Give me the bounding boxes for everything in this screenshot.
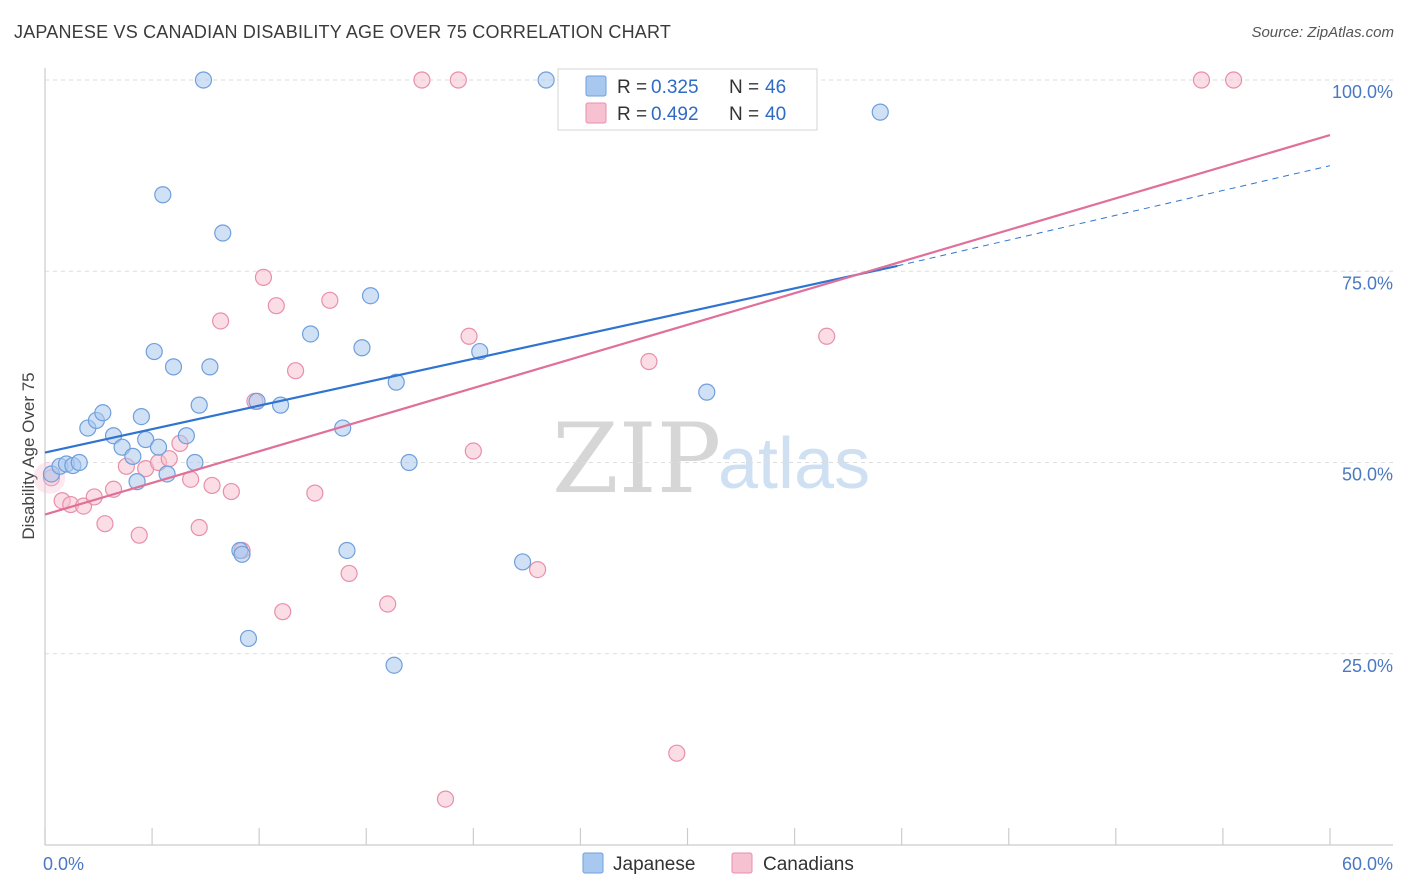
y-tick-label: 75.0% xyxy=(1342,273,1393,293)
x-tick-label-min: 0.0% xyxy=(43,854,84,874)
data-point-japanese xyxy=(387,373,405,391)
y-axis-label: Disability Age Over 75 xyxy=(19,372,38,539)
legend-n-value-japanese: 46 xyxy=(765,77,786,98)
data-point-japanese xyxy=(124,447,142,465)
data-point-canadians xyxy=(413,71,431,89)
data-point-japanese xyxy=(154,186,172,204)
stats-legend: R = 0.325 N = 46 R = 0.492 N = 40 xyxy=(557,68,818,131)
trend-line-japanese-extension xyxy=(897,165,1331,267)
trend-line-japanese xyxy=(44,264,898,454)
y-tick-label: 100.0% xyxy=(1332,82,1393,102)
data-point-japanese xyxy=(239,629,258,648)
data-point-japanese xyxy=(513,553,532,571)
data-point-japanese xyxy=(353,339,371,357)
legend-n-value-canadians: 40 xyxy=(765,104,786,125)
data-point-japanese xyxy=(201,358,219,376)
bottom-legend-label-japanese: Japanese xyxy=(613,854,695,875)
legend-n-label-japanese: N = xyxy=(729,77,759,98)
source-credit: Source: ZipAtlas.com xyxy=(1251,24,1394,41)
data-point-canadians xyxy=(130,526,148,544)
data-point-japanese xyxy=(338,541,356,560)
data-point-japanese xyxy=(233,545,251,563)
data-point-canadians xyxy=(267,297,285,315)
x-tick-label-max: 60.0% xyxy=(1342,854,1393,874)
data-point-japanese xyxy=(132,408,150,426)
legend-r-value-canadians: 0.492 xyxy=(651,104,699,125)
y-tick-label: 50.0% xyxy=(1342,465,1393,485)
data-point-japanese xyxy=(361,287,380,305)
data-point-canadians xyxy=(640,352,658,371)
bottom-legend-swatch-canadians xyxy=(731,852,753,874)
data-point-canadians xyxy=(1225,71,1243,89)
data-point-japanese xyxy=(190,396,208,414)
data-point-japanese xyxy=(149,438,168,456)
legend-r-value-japanese: 0.325 xyxy=(651,77,699,98)
data-point-japanese xyxy=(214,224,232,242)
data-point-canadians xyxy=(274,603,292,621)
data-point-japanese xyxy=(301,325,320,343)
data-point-canadians xyxy=(190,518,208,537)
bottom-legend-label-canadians: Canadians xyxy=(763,854,854,875)
data-point-canadians xyxy=(222,482,240,501)
data-point-canadians xyxy=(464,442,482,460)
data-point-japanese xyxy=(94,404,112,422)
watermark-zip: ZIP xyxy=(552,403,721,515)
data-point-japanese xyxy=(400,453,418,472)
data-point-canadians xyxy=(321,291,339,309)
data-point-canadians xyxy=(668,744,686,762)
data-point-canadians xyxy=(528,560,547,579)
data-point-canadians xyxy=(286,362,305,380)
trend-line-canadians xyxy=(44,134,1331,516)
legend-r-label-canadians: R = xyxy=(617,104,647,125)
data-point-japanese xyxy=(70,453,88,472)
data-point-canadians xyxy=(460,327,478,345)
data-point-canadians xyxy=(254,268,273,286)
data-point-japanese xyxy=(194,71,213,89)
x-axis-ticks xyxy=(44,828,1331,845)
data-point-japanese xyxy=(145,342,163,361)
chart-title: JAPANESE VS CANADIAN DISABILITY AGE OVER… xyxy=(14,22,672,42)
bottom-legend-swatch-japanese xyxy=(582,852,604,874)
data-point-japanese xyxy=(698,383,716,401)
data-point-japanese xyxy=(537,71,555,89)
data-point-canadians xyxy=(379,595,397,613)
data-point-canadians xyxy=(212,312,230,330)
legend-swatch-canadians xyxy=(585,102,607,124)
data-point-japanese xyxy=(177,427,195,445)
data-point-japanese xyxy=(385,656,403,674)
data-point-canadians xyxy=(818,327,836,345)
legend-swatch-japanese xyxy=(585,75,607,97)
data-point-canadians xyxy=(1192,71,1211,89)
y-tick-labels: 25.0% 50.0% 75.0% 100.0% xyxy=(1332,82,1393,676)
data-point-japanese xyxy=(871,103,889,121)
data-point-canadians xyxy=(203,476,221,495)
legend-r-label-japanese: R = xyxy=(617,77,647,98)
data-point-canadians xyxy=(96,515,114,533)
watermark-atlas: atlas xyxy=(718,424,870,504)
data-point-canadians xyxy=(306,484,324,502)
data-point-canadians xyxy=(436,790,455,808)
data-point-japanese xyxy=(164,358,183,376)
data-point-canadians xyxy=(340,564,358,583)
y-tick-label: 25.0% xyxy=(1342,656,1393,676)
series-japanese xyxy=(42,71,889,674)
legend-n-label-canadians: N = xyxy=(729,104,759,125)
series-legend: Japanese Canadians xyxy=(582,852,854,875)
data-point-canadians xyxy=(449,71,467,89)
grid-lines xyxy=(45,79,1393,655)
